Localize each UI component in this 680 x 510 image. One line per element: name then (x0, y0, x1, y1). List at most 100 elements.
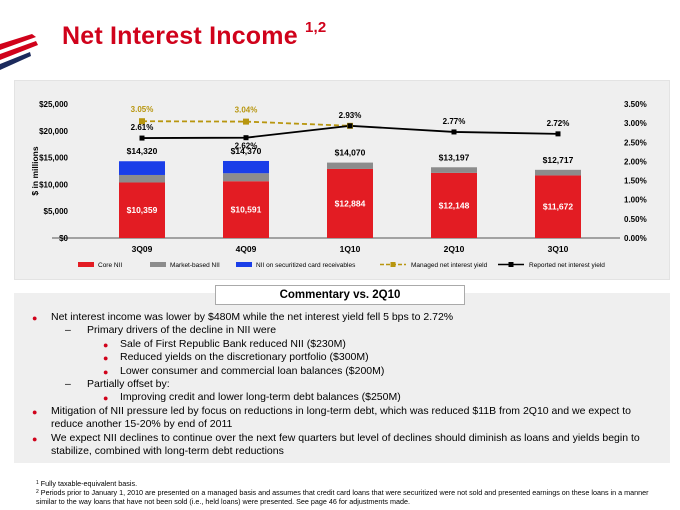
y2-tick-label: 3.00% (624, 119, 647, 128)
commentary-bullet-level-2: – Primary drivers of the decline in NII w… (32, 324, 652, 337)
commentary-bullet-text: Lower consumer and commercial loan balan… (120, 364, 385, 377)
legend-label: Market-based NII (170, 262, 220, 269)
managed-yield-label: 3.05% (131, 105, 154, 114)
bullet-marker-icon: ● (103, 339, 109, 350)
commentary-bullet-level-2: – Partially offset by: (32, 378, 652, 391)
commentary-bullet-level-3: ● Lower consumer and commercial loan bala… (32, 365, 652, 378)
footnote: 1 Fully taxable-equivalent basis. (36, 479, 656, 488)
bullet-marker-icon: ● (32, 406, 38, 417)
legend-label: Reported net interest yield (529, 262, 605, 269)
bar-market-based-nii (327, 162, 373, 169)
reported-yield-marker (451, 129, 457, 135)
page-title: Net Interest Income 1,2 (62, 19, 327, 51)
bar-market-based-nii (431, 167, 477, 173)
bullet-marker-icon: ● (32, 433, 38, 444)
commentary-bullet-text: Mitigation of NII pressure led by focus … (51, 404, 631, 431)
commentary-bullet-level-1: ● We expect NII declines to continue over… (32, 432, 652, 459)
managed-yield-marker (243, 118, 249, 125)
legend-swatch (236, 262, 252, 267)
commentary-bullet-level-1: ● Mitigation of NII pressure led by focus… (32, 405, 652, 432)
commentary-bullet-text: Reduced yields on the discretionary port… (120, 351, 369, 364)
reported-yield-label: 2.77% (443, 117, 466, 126)
commentary-bullet-text: We expect NII declines to continue over … (51, 431, 640, 458)
commentary-bullet-level-3: ● Improving credit and lower long-term de… (32, 391, 652, 404)
total-value-label: $14,070 (335, 148, 366, 158)
y2-tick-label: 3.50% (624, 100, 647, 109)
commentary-bullet-text: Primary drivers of the decline in NII we… (87, 324, 277, 337)
y2-tick-label: 1.50% (624, 177, 647, 186)
footnote: 2 Periods prior to January 1, 2010 are p… (36, 488, 656, 506)
bar-core-nii (223, 181, 269, 238)
y2-tick-label: 0.50% (624, 215, 647, 224)
bar-core-nii (535, 175, 581, 238)
core-value-label: $10,359 (127, 205, 158, 215)
x-tick-label: 3Q10 (548, 244, 569, 254)
footnote-text: Fully taxable-equivalent basis. (38, 479, 138, 488)
commentary-bullet-level-3: ● Reduced yields on the discretionary por… (32, 351, 652, 364)
nii-chart: $0 $5,000 $10,000 $15,000 $20,000 $25,000 0.00… (30, 100, 647, 269)
legend-marker (390, 262, 396, 267)
commentary-bullet-text: Partially offset by: (87, 378, 170, 391)
y2-tick-label: 2.50% (624, 138, 647, 147)
bank-logo-icon (0, 34, 38, 70)
managed-yield-label: 3.04% (235, 106, 258, 115)
commentary-bullet-text: Net interest income was lower by $480M w… (51, 311, 454, 323)
footnote-text: Periods prior to January 1, 2010 are pre… (36, 488, 649, 506)
commentary-bullet-text: Improving credit and lower long-term deb… (120, 391, 401, 404)
y-tick-label: $5,000 (44, 207, 69, 216)
commentary-bullet-level-3: ● Sale of First Republic Bank reduced NII… (32, 338, 652, 351)
footnote-mark: 2 (36, 489, 39, 495)
footnotes: 1 Fully taxable-equivalent basis. 2 Perio… (36, 479, 656, 506)
legend-marker (508, 262, 514, 267)
bar-securitized-nii (223, 160, 269, 174)
bullet-marker-icon: ● (32, 313, 38, 323)
bullet-marker-icon: ● (103, 366, 109, 377)
page-title-text: Net Interest Income (62, 22, 298, 50)
y-tick-label: $25,000 (39, 100, 68, 109)
legend-label: NII on securitized card receivables (256, 262, 356, 269)
y-tick-label: $20,000 (39, 127, 68, 136)
commentary-bullet-level-1: ● Net interest income was lower by $480M … (32, 311, 652, 324)
bar-market-based-nii (535, 169, 581, 176)
reported-yield-label: 2.61% (131, 123, 154, 132)
bar-securitized-nii (119, 161, 165, 175)
bullet-marker-icon: ● (103, 393, 109, 404)
bar-market-based-nii (119, 174, 165, 183)
x-tick-label: 1Q10 (340, 244, 361, 254)
dash-marker-icon: – (65, 324, 71, 337)
total-value-label: $13,197 (439, 152, 470, 162)
legend-label: Managed net interest yield (411, 262, 488, 269)
reported-yield-marker (555, 131, 561, 137)
x-tick-label: 2Q10 (444, 244, 465, 254)
total-value-label: $12,717 (543, 155, 574, 165)
commentary-title: Commentary vs. 2Q10 (215, 285, 465, 305)
y2-tick-label: 2.00% (624, 157, 647, 166)
reported-yield-marker (139, 135, 145, 141)
legend-swatch (150, 262, 166, 267)
reported-yield-label: 2.72% (547, 119, 570, 128)
page-title-footnote-marks: 1,2 (304, 19, 327, 36)
legend-swatch (78, 262, 94, 267)
reported-yield-marker (243, 135, 249, 141)
reported-yield-label: 2.62% (235, 142, 258, 151)
commentary-bullets: ● Net interest income was lower by $480M … (32, 311, 652, 458)
x-tick-label: 3Q09 (132, 244, 153, 254)
commentary-panel (14, 293, 670, 463)
bullet-marker-icon: ● (103, 353, 109, 364)
commentary-bullet-text: Sale of First Republic Bank reduced NII … (120, 337, 346, 350)
y2-tick-label: 0.00% (624, 234, 647, 243)
legend-label: Core NII (98, 262, 122, 269)
core-value-label: $10,591 (231, 205, 262, 215)
bar-market-based-nii (223, 173, 269, 182)
footnote-mark: 1 (36, 480, 39, 486)
dash-marker-icon: – (65, 378, 71, 391)
bar-core-nii (327, 168, 373, 238)
bar-core-nii (431, 172, 477, 238)
bar-core-nii (119, 182, 165, 238)
core-value-label: $12,148 (439, 200, 470, 210)
y2-tick-label: 1.00% (624, 196, 647, 205)
y-tick-label: $15,000 (39, 154, 68, 163)
reported-yield-label: 2.93% (339, 111, 362, 120)
y-tick-label: $0 (59, 234, 68, 243)
